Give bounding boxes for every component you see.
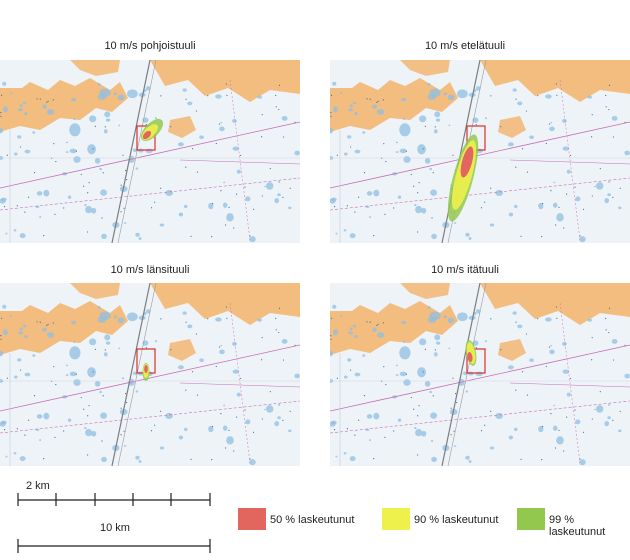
legend-label-50: 50 % laskeutunut <box>270 514 355 526</box>
legend-label-90: 90 % laskeutunut <box>414 514 499 526</box>
map-south <box>330 60 630 243</box>
scale-bar-short <box>17 493 211 506</box>
legend-swatch-90 <box>382 508 410 530</box>
scale-label-2km: 2 km <box>26 480 50 492</box>
legend-swatch-50 <box>238 508 266 530</box>
panel-title-north: 10 m/s pohjoistuuli <box>104 40 196 52</box>
legend-swatch-99 <box>517 508 545 530</box>
map-west <box>0 283 300 466</box>
panel-title-south: 10 m/s etelätuuli <box>424 40 506 52</box>
map-east <box>330 283 630 466</box>
panel-title-east: 10 m/s itätuuli <box>431 264 499 276</box>
legend-label-99: 99 % laskeutunut <box>549 514 606 538</box>
map-north <box>0 60 300 243</box>
panel-title-west: 10 m/s länsituuli <box>110 264 190 276</box>
scale-label-10km: 10 km <box>100 522 130 534</box>
scale-bar-long <box>17 539 211 553</box>
